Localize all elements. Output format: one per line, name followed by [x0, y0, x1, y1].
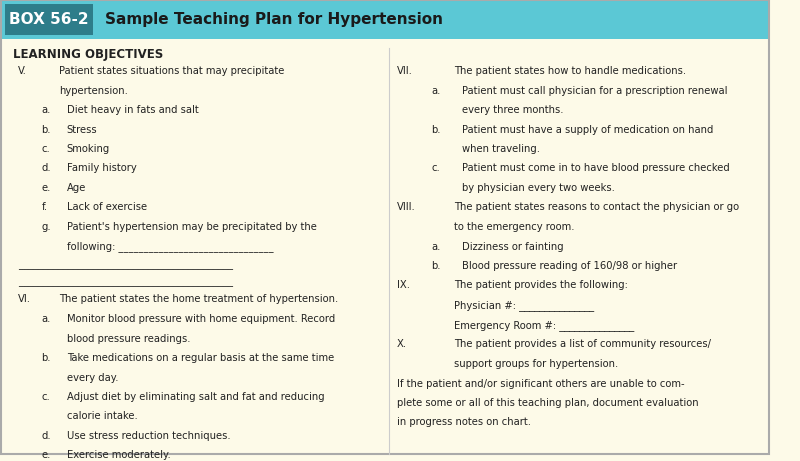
- Text: LEARNING OBJECTIVES: LEARNING OBJECTIVES: [13, 47, 163, 61]
- Text: Blood pressure reading of 160/98 or higher: Blood pressure reading of 160/98 or high…: [462, 261, 677, 271]
- Text: The patient provides a list of community resources/: The patient provides a list of community…: [454, 339, 711, 349]
- Text: X.: X.: [397, 339, 407, 349]
- Text: V.: V.: [18, 66, 27, 76]
- Text: by physician every two weeks.: by physician every two weeks.: [462, 183, 615, 193]
- Text: b.: b.: [431, 125, 441, 135]
- Text: a.: a.: [431, 242, 441, 252]
- Text: VII.: VII.: [397, 66, 413, 76]
- Text: Monitor blood pressure with home equipment. Record: Monitor blood pressure with home equipme…: [66, 314, 335, 325]
- Text: b.: b.: [42, 125, 50, 135]
- Text: BOX 56-2: BOX 56-2: [9, 12, 89, 27]
- FancyBboxPatch shape: [6, 4, 94, 35]
- Text: c.: c.: [42, 144, 50, 154]
- Text: b.: b.: [431, 261, 441, 271]
- Text: calorie intake.: calorie intake.: [66, 411, 138, 421]
- Text: every three months.: every three months.: [462, 106, 563, 115]
- Text: Emergency Room #: _______________: Emergency Room #: _______________: [454, 320, 634, 331]
- Text: a.: a.: [42, 314, 50, 325]
- Text: Physician #: _______________: Physician #: _______________: [454, 301, 594, 311]
- Text: plete some or all of this teaching plan, document evaluation: plete some or all of this teaching plan,…: [397, 398, 698, 408]
- FancyBboxPatch shape: [2, 0, 769, 39]
- Text: Adjust diet by eliminating salt and fat and reducing: Adjust diet by eliminating salt and fat …: [66, 392, 324, 402]
- Text: d.: d.: [42, 431, 51, 441]
- Text: Sample Teaching Plan for Hypertension: Sample Teaching Plan for Hypertension: [105, 12, 443, 27]
- Text: to the emergency room.: to the emergency room.: [454, 222, 575, 232]
- Text: f.: f.: [42, 202, 47, 212]
- Text: every day.: every day.: [66, 372, 118, 383]
- Text: The patient states how to handle medications.: The patient states how to handle medicat…: [454, 66, 686, 76]
- Text: VIII.: VIII.: [397, 202, 415, 212]
- Text: Patient must have a supply of medication on hand: Patient must have a supply of medication…: [462, 125, 714, 135]
- Text: in progress notes on chart.: in progress notes on chart.: [397, 418, 530, 427]
- Text: c.: c.: [42, 392, 50, 402]
- Text: Patient states situations that may precipitate: Patient states situations that may preci…: [59, 66, 284, 76]
- Text: If the patient and/or significant others are unable to com-: If the patient and/or significant others…: [397, 378, 684, 389]
- Text: when traveling.: when traveling.: [462, 144, 540, 154]
- Text: a.: a.: [431, 86, 441, 96]
- Text: Stress: Stress: [66, 125, 98, 135]
- Text: ___________________________________________: ________________________________________…: [18, 278, 234, 287]
- Text: Use stress reduction techniques.: Use stress reduction techniques.: [66, 431, 230, 441]
- Text: Exercise moderately.: Exercise moderately.: [66, 450, 170, 460]
- Text: The patient provides the following:: The patient provides the following:: [454, 280, 628, 290]
- Text: e.: e.: [42, 450, 50, 460]
- Text: Take medications on a regular basis at the same time: Take medications on a regular basis at t…: [66, 353, 334, 363]
- Text: a.: a.: [42, 106, 50, 115]
- Text: following: _______________________________: following: _____________________________…: [66, 241, 273, 252]
- Text: Age: Age: [66, 183, 86, 193]
- Text: The patient states the home treatment of hypertension.: The patient states the home treatment of…: [59, 295, 338, 304]
- Text: Diet heavy in fats and salt: Diet heavy in fats and salt: [66, 106, 198, 115]
- Text: Smoking: Smoking: [66, 144, 110, 154]
- Text: d.: d.: [42, 164, 51, 173]
- Text: g.: g.: [42, 222, 51, 231]
- Text: Patient must call physician for a prescription renewal: Patient must call physician for a prescr…: [462, 86, 727, 96]
- Text: blood pressure readings.: blood pressure readings.: [66, 334, 190, 344]
- Text: Patient must come in to have blood pressure checked: Patient must come in to have blood press…: [462, 164, 730, 173]
- Text: VI.: VI.: [18, 295, 31, 304]
- Text: b.: b.: [42, 353, 50, 363]
- Text: e.: e.: [42, 183, 50, 193]
- Text: support groups for hypertension.: support groups for hypertension.: [454, 359, 618, 369]
- Text: Patient's hypertension may be precipitated by the: Patient's hypertension may be precipitat…: [66, 222, 317, 231]
- Text: ___________________________________________: ________________________________________…: [18, 260, 234, 270]
- Text: Dizziness or fainting: Dizziness or fainting: [462, 242, 564, 252]
- Text: Family history: Family history: [66, 164, 136, 173]
- Text: Lack of exercise: Lack of exercise: [66, 202, 146, 212]
- Text: c.: c.: [431, 164, 440, 173]
- Text: IX.: IX.: [397, 280, 410, 290]
- Text: hypertension.: hypertension.: [59, 86, 128, 96]
- Text: The patient states reasons to contact the physician or go: The patient states reasons to contact th…: [454, 202, 739, 212]
